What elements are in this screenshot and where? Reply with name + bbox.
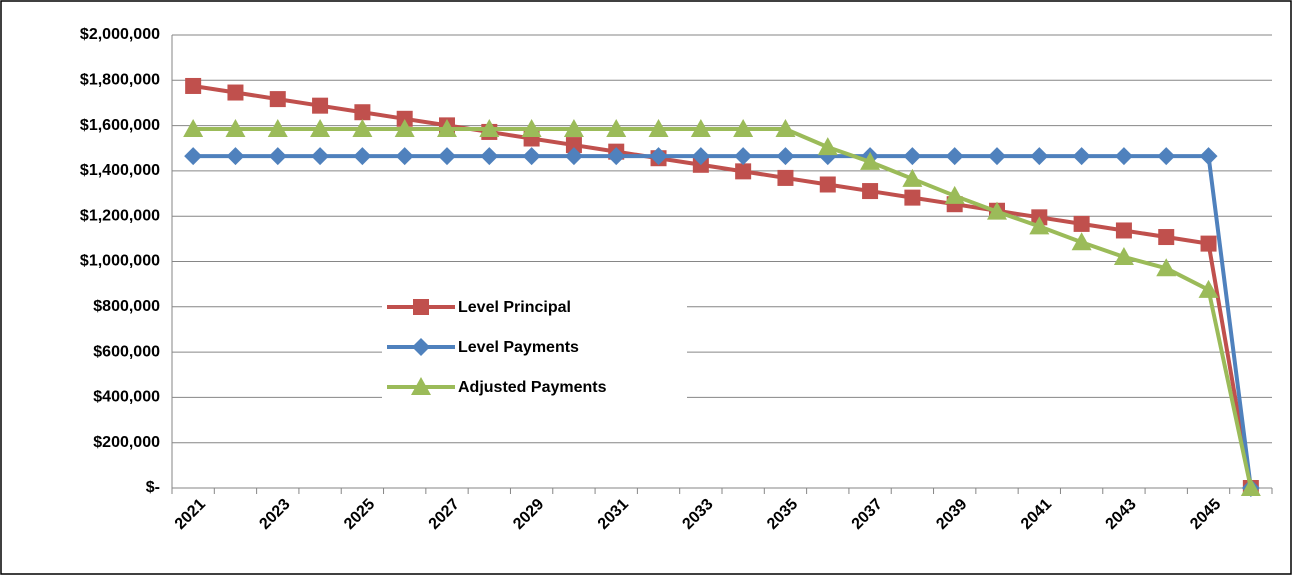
marker bbox=[565, 137, 582, 154]
y-tick-label: $- bbox=[146, 479, 160, 496]
marker bbox=[226, 147, 245, 166]
marker bbox=[563, 118, 584, 137]
y-tick-label: $2,000,000 bbox=[80, 26, 160, 43]
y-tick-label: $600,000 bbox=[93, 343, 160, 360]
marker bbox=[521, 118, 542, 137]
y-tick-label: $1,200,000 bbox=[80, 207, 160, 224]
legend-item: Level Payments bbox=[387, 338, 579, 356]
marker bbox=[268, 147, 287, 166]
y-tick-label: $1,800,000 bbox=[80, 72, 160, 89]
marker bbox=[564, 147, 583, 166]
marker bbox=[395, 147, 414, 166]
marker bbox=[183, 118, 204, 137]
marker bbox=[269, 91, 286, 108]
marker bbox=[904, 189, 921, 206]
marker bbox=[184, 147, 203, 166]
y-tick-label: $200,000 bbox=[93, 434, 160, 451]
marker bbox=[227, 84, 244, 101]
marker bbox=[352, 118, 373, 137]
marker bbox=[1198, 279, 1219, 298]
marker bbox=[1030, 147, 1049, 166]
marker bbox=[1072, 147, 1091, 166]
marker bbox=[1199, 147, 1218, 166]
marker bbox=[1158, 229, 1175, 246]
marker bbox=[606, 118, 627, 137]
marker bbox=[733, 118, 754, 137]
marker bbox=[648, 118, 669, 137]
marker bbox=[412, 338, 430, 356]
marker bbox=[944, 185, 965, 204]
legend-item: Adjusted Payments bbox=[387, 377, 607, 396]
marker bbox=[777, 169, 794, 186]
marker bbox=[522, 147, 541, 166]
marker bbox=[311, 147, 330, 166]
marker bbox=[862, 183, 879, 200]
series-line bbox=[193, 126, 1253, 489]
marker bbox=[734, 147, 753, 166]
marker bbox=[1113, 246, 1134, 265]
marker bbox=[411, 377, 431, 395]
marker bbox=[185, 77, 202, 94]
marker bbox=[690, 118, 711, 137]
marker bbox=[480, 147, 499, 166]
marker bbox=[312, 97, 329, 114]
y-tick-label: $400,000 bbox=[93, 389, 160, 406]
marker bbox=[691, 147, 710, 166]
marker bbox=[479, 118, 500, 137]
legend-label: Level Payments bbox=[458, 339, 579, 356]
marker bbox=[987, 201, 1007, 220]
marker bbox=[267, 118, 288, 137]
marker bbox=[607, 147, 626, 166]
marker bbox=[819, 176, 836, 193]
marker bbox=[310, 118, 331, 137]
legend-item: Level Principal bbox=[387, 299, 571, 316]
marker bbox=[988, 147, 1006, 166]
marker bbox=[1240, 478, 1261, 496]
marker bbox=[1200, 235, 1217, 252]
marker bbox=[945, 147, 964, 166]
marker bbox=[817, 137, 838, 156]
marker bbox=[1115, 222, 1132, 239]
marker bbox=[394, 118, 415, 137]
marker bbox=[413, 299, 429, 315]
marker bbox=[396, 110, 413, 127]
marker bbox=[1114, 147, 1133, 166]
marker bbox=[775, 118, 796, 137]
marker bbox=[776, 147, 795, 166]
marker bbox=[735, 163, 752, 180]
marker bbox=[1073, 215, 1090, 232]
marker bbox=[353, 147, 372, 166]
y-tick-label: $1,000,000 bbox=[80, 253, 160, 270]
marker bbox=[438, 147, 456, 166]
marker bbox=[1156, 258, 1177, 277]
y-tick-label: $1,400,000 bbox=[80, 162, 160, 179]
y-tick-label: $800,000 bbox=[93, 298, 160, 315]
marker bbox=[902, 168, 923, 187]
marker bbox=[437, 118, 457, 137]
marker bbox=[1157, 147, 1176, 166]
marker bbox=[1071, 232, 1092, 251]
legend-label: Level Principal bbox=[458, 299, 571, 316]
marker bbox=[903, 147, 922, 166]
y-tick-label: $1,600,000 bbox=[80, 117, 160, 134]
marker bbox=[354, 104, 371, 121]
marker bbox=[860, 151, 881, 170]
legend-label: Adjusted Payments bbox=[458, 379, 607, 396]
marker bbox=[649, 147, 668, 166]
marker bbox=[1029, 216, 1050, 235]
marker bbox=[225, 118, 246, 137]
